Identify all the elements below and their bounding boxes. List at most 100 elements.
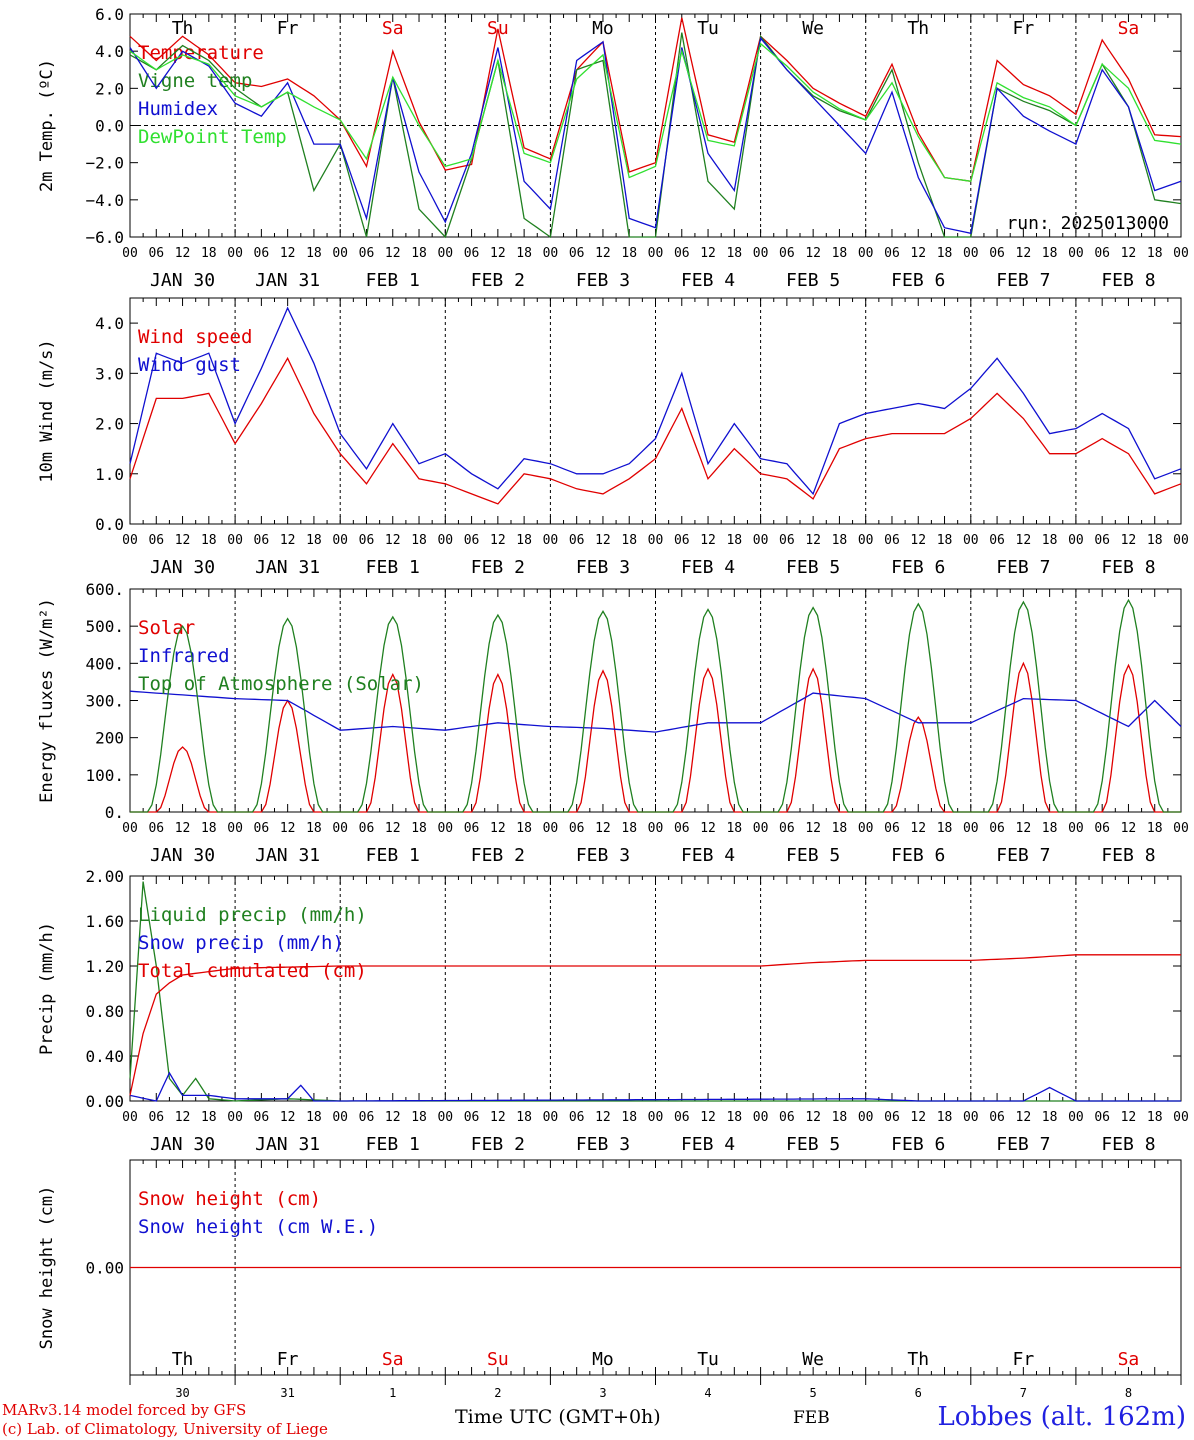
date-label: FEB 2 [471,845,525,866]
date-label: FEB 4 [681,845,735,866]
hour-tick-label: 12 [385,246,401,261]
date-label: FEB 7 [996,270,1050,291]
legend-entry: Top of Atmosphere (Solar) [138,673,424,695]
hour-tick-label: 06 [1094,246,1110,261]
hour-tick-label: 06 [884,533,900,548]
y-tick-label: 100. [85,766,124,785]
legend-entry: Snow height (cm) [138,1188,321,1210]
hour-tick-label: 00 [858,821,874,836]
weekday-label: Su [487,18,509,39]
hour-tick-label: 12 [280,821,296,836]
hour-tick-label: 06 [779,1110,795,1125]
date-label: JAN 31 [255,557,320,578]
hour-tick-label: 00 [332,533,348,548]
hour-tick-label: 12 [805,821,821,836]
hour-tick-label: 12 [595,533,611,548]
hour-tick-label: 06 [779,246,795,261]
hour-tick-label: 06 [254,1110,270,1125]
date-label: JAN 31 [255,845,320,866]
hour-tick-label: 12 [490,821,506,836]
hour-tick-label: 18 [937,1110,953,1125]
hour-tick-label: 00 [1068,821,1084,836]
hour-tick-label: 18 [1147,533,1163,548]
hour-tick-label: 00 [437,1110,453,1125]
hour-tick-label: 00 [1068,1110,1084,1125]
date-label: JAN 30 [150,1134,215,1155]
hour-tick-label: 00 [227,1110,243,1125]
date-label: FEB 2 [471,557,525,578]
date-label: FEB 2 [471,1134,525,1155]
y-tick-label: 0.80 [85,1002,124,1021]
date-label: FEB 3 [576,557,630,578]
legend-entry: Infrared [138,645,230,667]
hour-tick-label: 00 [963,1110,979,1125]
weekday-label: Mo [592,18,614,39]
hour-tick-label: 18 [1042,246,1058,261]
date-label: FEB 8 [1101,270,1155,291]
legend-entry: Liquid precip (mm/h) [138,904,367,926]
weekday-label: Sa [1118,18,1140,39]
hour-tick-label: 00 [858,1110,874,1125]
hour-tick-label: 00 [1068,533,1084,548]
date-label: FEB 4 [681,270,735,291]
weekday-label: Fr [1013,18,1035,39]
hour-tick-label: 06 [989,246,1005,261]
weekday-label: Sa [382,1349,404,1370]
date-label: FEB 3 [576,1134,630,1155]
y-tick-label: 4.0 [95,314,124,333]
hour-tick-label: 00 [122,1110,138,1125]
date-label: FEB 6 [891,845,945,866]
hour-tick-label: 06 [464,821,480,836]
hour-tick-label: 06 [674,1110,690,1125]
hour-tick-label: 18 [411,533,427,548]
hour-tick-label: 00 [122,533,138,548]
series-line-precip-2 [129,954,1181,1096]
hour-tick-label: 00 [753,533,769,548]
hour-tick-label: 00 [332,821,348,836]
hour-tick-label: 06 [359,246,375,261]
hour-tick-label: 12 [385,1110,401,1125]
hour-tick-label: 18 [411,1110,427,1125]
y-tick-label: 500. [85,617,124,636]
hour-tick-label: 00 [437,246,453,261]
weekday-label: Tu [697,18,719,39]
date-label: FEB 7 [996,1134,1050,1155]
day-number-label: 8 [1125,1386,1132,1400]
y-tick-label: −2.0 [85,154,124,173]
hour-tick-label: 12 [1121,1110,1137,1125]
hour-tick-label: 12 [490,246,506,261]
hour-tick-label: 12 [805,533,821,548]
weekday-label: Th [907,1349,929,1370]
y-tick-label: −4.0 [85,191,124,210]
y-tick-label: 0.0 [95,117,124,136]
date-label: FEB 3 [576,845,630,866]
hour-tick-label: 00 [963,246,979,261]
hour-tick-label: 00 [648,246,664,261]
hour-tick-label: 06 [359,821,375,836]
model-credit: MARv3.14 model forced by GFS [2,1401,247,1419]
hour-tick-label: 18 [832,533,848,548]
y-tick-label: 600. [85,580,124,599]
date-label: FEB 7 [996,845,1050,866]
hour-tick-label: 18 [201,533,217,548]
hour-tick-label: 18 [1042,1110,1058,1125]
y-tick-label: 2.0 [95,415,124,434]
y-tick-label: 0.40 [85,1047,124,1066]
hour-tick-label: 06 [569,821,585,836]
date-label: FEB 7 [996,557,1050,578]
weekday-label: Th [907,18,929,39]
day-number-label: 30 [175,1386,189,1400]
day-number-label: 31 [280,1386,294,1400]
hour-tick-label: 12 [805,1110,821,1125]
hour-tick-label: 00 [122,821,138,836]
hour-tick-label: 18 [1147,1110,1163,1125]
hour-tick-label: 00 [753,821,769,836]
hour-tick-label: 00 [227,821,243,836]
hour-tick-label: 06 [989,533,1005,548]
y-axis-label: Precip (mm/h) [37,922,57,1055]
y-tick-label: 0.00 [85,1092,124,1111]
y-axis-label: Snow height (cm) [37,1186,57,1350]
day-number-label: 2 [494,1386,501,1400]
hour-tick-label: 18 [937,821,953,836]
